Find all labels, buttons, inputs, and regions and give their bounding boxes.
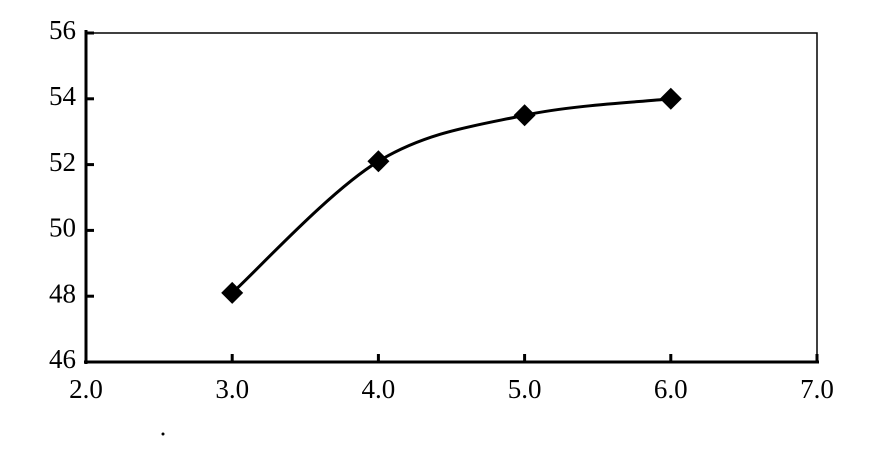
y-tick-label: 50 <box>49 213 76 243</box>
data-line <box>231 97 671 295</box>
data-point <box>221 281 244 304</box>
data-point <box>659 87 682 110</box>
y-tick-label: 52 <box>49 147 76 177</box>
x-tick-label: 7.0 <box>800 374 834 404</box>
y-tick-label: 46 <box>49 344 76 374</box>
plot-frame <box>85 32 818 363</box>
x-tick-label: 5.0 <box>508 374 542 404</box>
speck <box>161 432 165 436</box>
x-tick-label: 3.0 <box>215 374 249 404</box>
data-point <box>513 104 536 127</box>
data-point <box>367 150 390 173</box>
x-tick-label: 6.0 <box>654 374 688 404</box>
y-tick-label: 54 <box>49 81 77 111</box>
x-tick-label: 4.0 <box>362 374 396 404</box>
y-tick-label: 48 <box>49 278 76 308</box>
x-tick-label: 2.0 <box>69 374 103 404</box>
y-tick-label: 56 <box>49 15 76 45</box>
